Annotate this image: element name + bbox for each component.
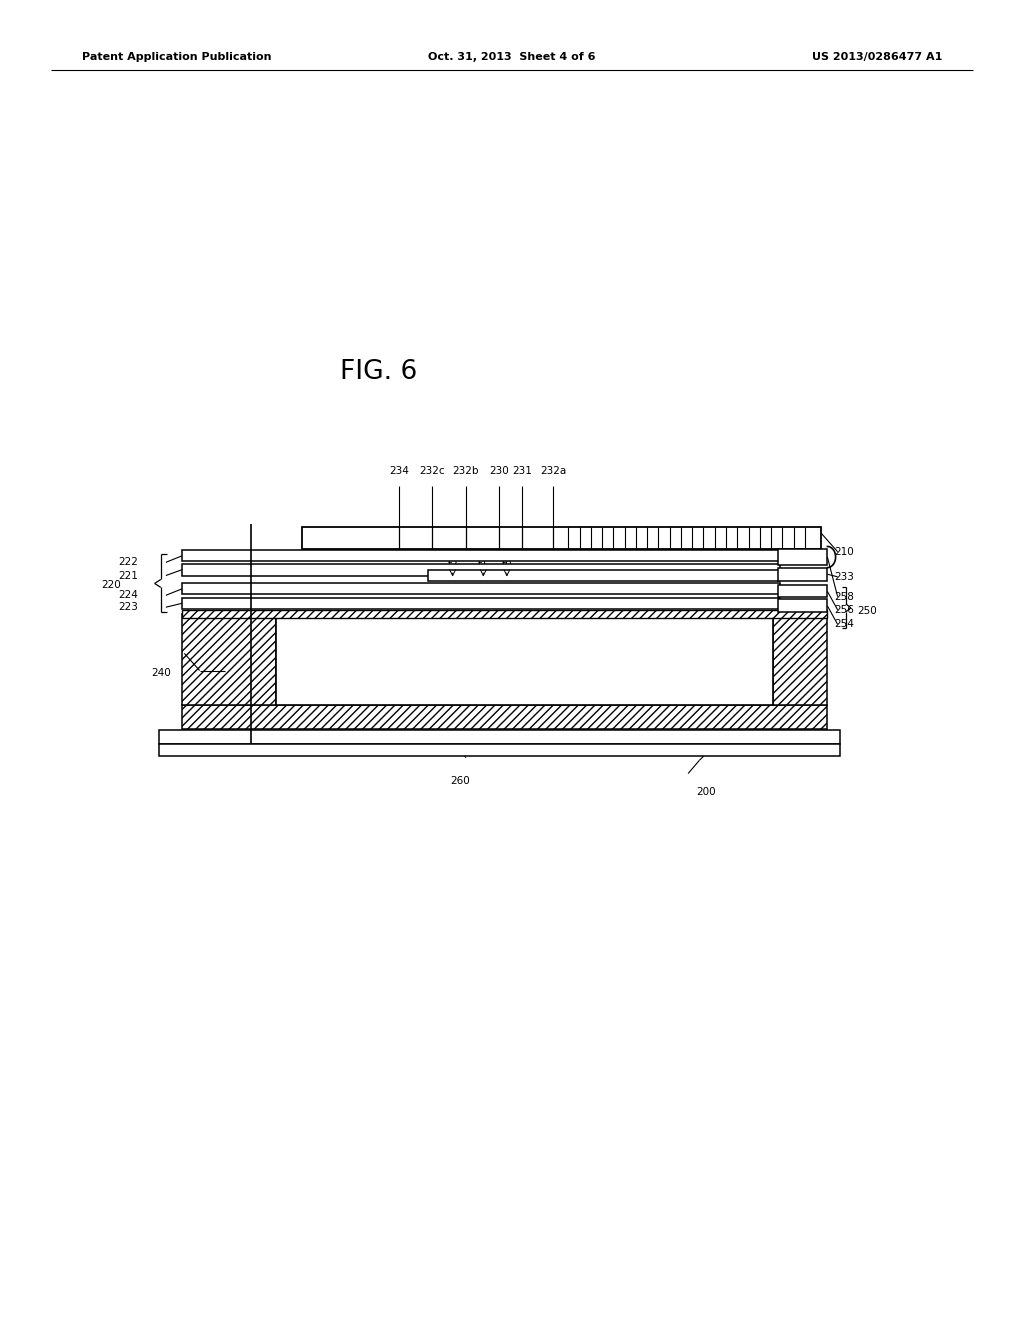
Bar [182,550,780,561]
Text: t1: t1 [478,560,488,570]
Text: US 2013/0286477 A1: US 2013/0286477 A1 [812,51,942,62]
Text: 256: 256 [835,605,854,615]
Text: 222: 222 [118,557,137,568]
Text: t2: t2 [447,560,458,570]
Text: 232b: 232b [453,466,479,477]
Bar [302,527,821,549]
Bar [778,585,827,597]
Text: Oct. 31, 2013  Sheet 4 of 6: Oct. 31, 2013 Sheet 4 of 6 [428,51,596,62]
Bar [182,610,827,618]
Text: 210: 210 [835,546,854,557]
Text: 230: 230 [488,466,509,477]
Bar [773,614,827,705]
Text: 220: 220 [101,579,121,590]
Text: 231: 231 [512,466,532,477]
Bar [428,570,780,581]
Text: 232a: 232a [540,466,566,477]
Bar [778,568,827,581]
Bar [778,599,827,612]
Bar [159,730,840,744]
Text: 258: 258 [835,591,854,602]
Bar [159,744,840,756]
Text: 200: 200 [696,787,716,797]
Bar [778,549,827,565]
Text: 254: 254 [835,619,854,630]
Bar [182,705,827,729]
Text: 223: 223 [118,602,137,612]
Text: t0: t0 [502,560,512,570]
Text: FIG. 6: FIG. 6 [340,359,418,385]
Text: 233: 233 [835,572,854,582]
Text: 250: 250 [857,606,877,616]
Bar [182,614,276,705]
Text: 224: 224 [118,590,137,601]
Bar [182,583,780,594]
Text: 234: 234 [389,466,410,477]
Text: Patent Application Publication: Patent Application Publication [82,51,271,62]
Bar [276,614,773,705]
Text: 232c: 232c [419,466,445,477]
Text: 240: 240 [152,668,171,678]
Text: 221: 221 [118,570,137,581]
Bar [182,564,780,576]
Bar [182,598,780,609]
Text: 260: 260 [451,776,470,787]
